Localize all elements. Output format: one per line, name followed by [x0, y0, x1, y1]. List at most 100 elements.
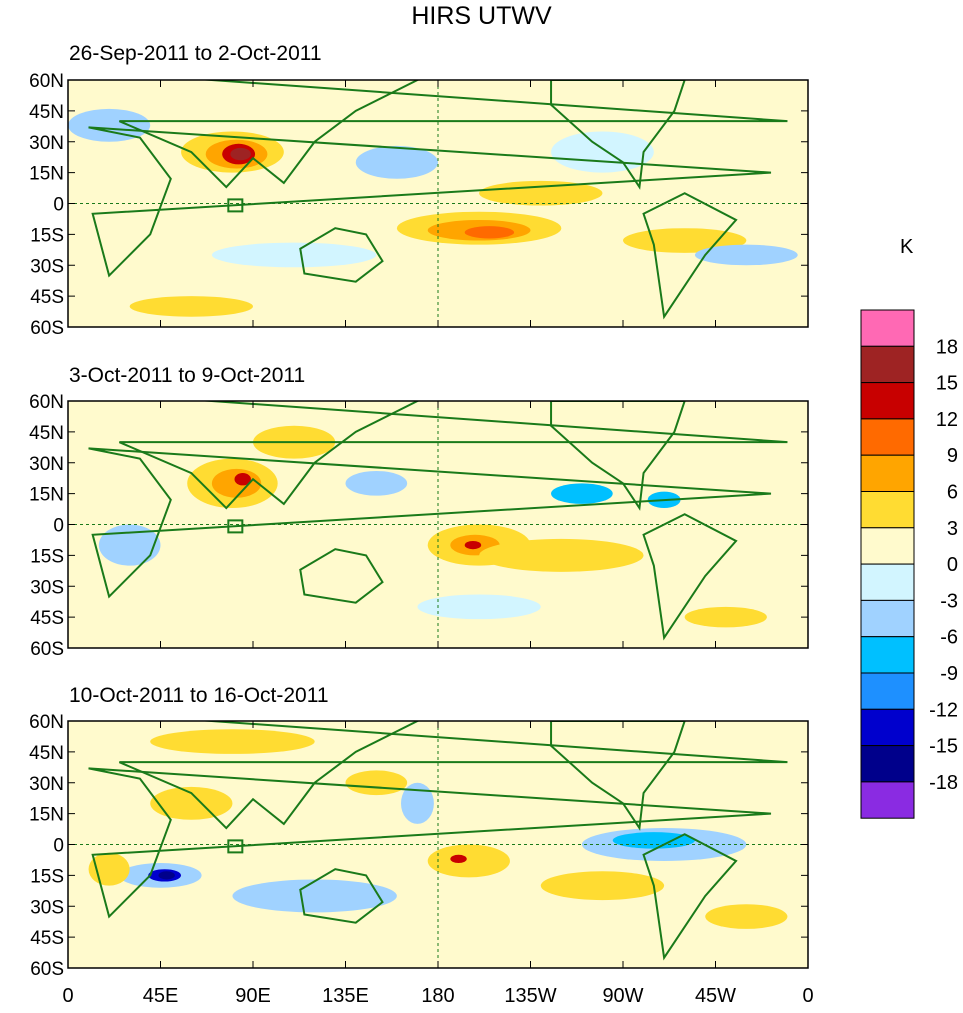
colorbar-label: 18 [936, 336, 958, 358]
contour-fill [540, 871, 665, 901]
contour-fill [464, 226, 515, 239]
y-tick-label: 30N [29, 133, 64, 154]
x-tick-label: 135W [504, 985, 556, 1007]
colorbar-swatch [860, 345, 915, 384]
coastline [118, 80, 788, 189]
contour-fill [230, 147, 251, 161]
contour-fill [345, 770, 408, 796]
contour-fill [479, 538, 644, 572]
coastline [88, 767, 772, 919]
y-tick-label: 0 [53, 195, 64, 216]
coastline [299, 548, 384, 604]
contour-fill [150, 786, 233, 820]
y-tick-label: 30S [30, 577, 64, 598]
colorbar-unit: K [900, 236, 914, 258]
contour-fill [98, 524, 161, 566]
map-panel-2: 60N 45N 30N 15N 0 15S 30S 45S 60S [29, 392, 809, 660]
region-box [227, 198, 244, 213]
x-tick-label: 180 [421, 985, 454, 1007]
map-panel-1: 60N 45N 30N 15N 0 15S 30S 45S 60S [29, 71, 809, 339]
colorbar-label: -3 [940, 590, 958, 612]
colorbar-swatch [860, 382, 915, 420]
y-tick-label: 60S [30, 959, 64, 980]
coastline [550, 721, 686, 831]
colorbar-label: 0 [947, 554, 958, 576]
contour-fill [417, 594, 541, 620]
x-tick-label: 135E [322, 985, 369, 1007]
colorbar-swatch [860, 781, 915, 819]
y-tick-label: 15S [30, 866, 64, 887]
y-tick-label: 45S [30, 287, 64, 308]
panel-2-label: 3-Oct-2011 to 9-Oct-2011 [69, 364, 306, 387]
x-tick-label: 45E [143, 985, 179, 1007]
x-tick-label: 45W [695, 985, 736, 1007]
coastline [550, 401, 686, 511]
contour-fill [211, 242, 377, 268]
colorbar-swatch [860, 563, 915, 601]
y-tick-label: 60S [30, 639, 64, 660]
y-tick-label: 30S [30, 897, 64, 918]
region-box [227, 519, 244, 534]
contour-fill [158, 871, 175, 880]
contour-fill [345, 470, 408, 496]
colorbar-label: 9 [947, 445, 958, 467]
contour-fill [427, 844, 510, 878]
chart-title: HIRS UTWV [411, 2, 552, 30]
y-tick-label: 30N [29, 774, 64, 795]
panel-1-label: 26-Sep-2011 to 2-Oct-2011 [69, 42, 322, 65]
y-tick-label: 0 [53, 516, 64, 537]
colorbar-label: 6 [947, 482, 958, 504]
colorbar-label: 3 [947, 518, 958, 540]
contour-fill [551, 483, 613, 504]
coastline [299, 227, 384, 283]
coastline [88, 126, 772, 278]
colorbar-label: -18 [929, 772, 958, 794]
colorbar-label: -6 [940, 627, 958, 649]
colorbar-label: -15 [929, 736, 958, 758]
contour-fill [464, 540, 482, 550]
colorbar-swatch [860, 745, 915, 783]
y-tick-label: 60N [29, 71, 64, 92]
colorbar-label: 12 [936, 409, 958, 431]
y-tick-label: 15N [29, 485, 64, 506]
colorbar-swatch [860, 672, 915, 710]
y-tick-label: 30N [29, 454, 64, 475]
colorbar-swatch [860, 454, 915, 493]
colorbar-swatch [860, 599, 915, 638]
contour-fill [401, 782, 434, 824]
y-tick-label: 45N [29, 102, 64, 123]
coastline [118, 721, 788, 830]
coastline [299, 868, 384, 924]
y-tick-label: 15N [29, 805, 64, 826]
colorbar-swatch [860, 527, 915, 565]
colorbar-swatch [860, 708, 915, 747]
contour-fill [88, 852, 130, 886]
y-tick-label: 45S [30, 608, 64, 629]
colorbar-label: -9 [940, 663, 958, 685]
contour-fill [684, 606, 767, 628]
y-tick-label: 0 [53, 836, 64, 857]
y-tick-label: 60N [29, 392, 64, 413]
contour-fill [234, 473, 251, 486]
contour-fill [68, 108, 151, 142]
x-tick-label: 90E [235, 985, 271, 1007]
y-tick-label: 15S [30, 225, 64, 246]
contour-fill [211, 468, 262, 498]
colorbar-swatch [860, 418, 915, 456]
panel-3-label: 10-Oct-2011 to 16-Oct-2011 [69, 684, 329, 707]
y-tick-label: 30S [30, 256, 64, 277]
colorbar-label: -12 [929, 699, 958, 721]
colorbar-swatch [860, 491, 915, 529]
coastline [550, 80, 686, 190]
contour-fill [705, 904, 788, 929]
x-tick-label: 0 [802, 985, 813, 1007]
contour-fill [479, 180, 603, 206]
coastline [88, 447, 772, 599]
contour-fill [450, 854, 467, 864]
y-tick-label: 45N [29, 743, 64, 764]
x-tick-label: 90W [602, 985, 643, 1007]
y-tick-label: 60N [29, 712, 64, 733]
contour-fill [232, 879, 397, 913]
y-tick-label: 60S [30, 318, 64, 339]
